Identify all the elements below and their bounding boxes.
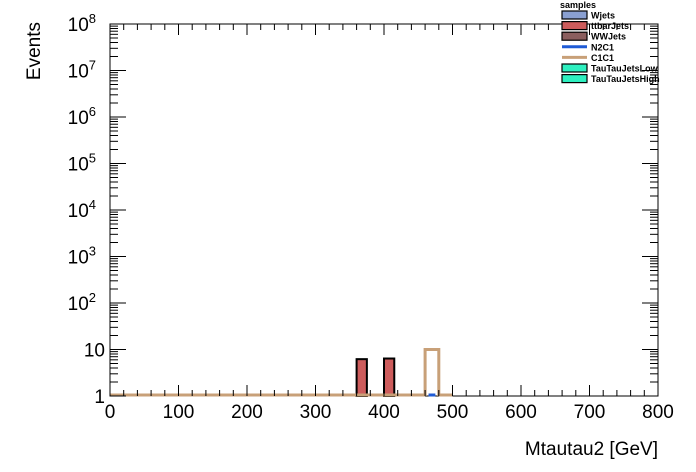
- legend-label-N2C1: N2C1: [591, 42, 614, 52]
- legend-swatch-WWJets: [561, 31, 588, 41]
- y-tick-label: 107: [68, 58, 96, 83]
- x-axis-ticks: 0 100 200 300 400 500 600 700 800: [105, 24, 674, 423]
- y-tick-label: 105: [68, 151, 96, 176]
- legend-label-Wjets: Wjets: [591, 11, 615, 21]
- x-tick-label: 500: [437, 402, 469, 423]
- x-tick-label: 700: [574, 402, 606, 423]
- y-axis-title: Events: [24, 22, 45, 80]
- x-axis-title: Mtautau2 [GeV]: [525, 439, 658, 460]
- y-tick-label: 1: [94, 387, 105, 408]
- x-tick-label: 600: [505, 402, 537, 423]
- y-tick-label: 104: [68, 197, 96, 222]
- x-tick-label: 200: [231, 402, 263, 423]
- legend-label-ttbarJets: ttbarJets: [591, 21, 629, 31]
- legend-label-WWJets: WWJets: [591, 32, 626, 42]
- histogram-bins: [110, 348, 453, 398]
- legend-label-C1C1: C1C1: [591, 53, 614, 63]
- x-tick-label: 400: [368, 402, 400, 423]
- legend-swatch-TauTauJetsHigh: [561, 73, 588, 84]
- legend-swatch-TauTauJetsLow: [561, 63, 588, 73]
- legend-title: samples: [560, 0, 596, 10]
- line-C1C1-1: [423, 348, 441, 396]
- y-tick-label: 106: [68, 104, 96, 129]
- legend: samples WjetsttbarJetsWWJetsN2C1C1C1TauT…: [560, 0, 660, 84]
- y-tick-label: 108: [68, 11, 96, 36]
- legend-label-TauTauJetsLow: TauTauJetsLow: [591, 64, 659, 74]
- y-tick-label: 103: [68, 244, 96, 269]
- legend-swatch-Wjets: [561, 10, 588, 20]
- y-tick-label: 102: [68, 290, 96, 315]
- x-tick-label: 800: [642, 402, 674, 423]
- legend-label-TauTauJetsHigh: TauTauJetsHigh: [591, 74, 660, 84]
- y-axis-ticks: 1 10 102 103 104 105 106 107 108: [68, 11, 658, 408]
- x-tick-label: 100: [163, 402, 195, 423]
- bar-ttbarJets-0: [355, 358, 368, 397]
- x-tick-label: 300: [300, 402, 332, 423]
- x-tick-label: 0: [105, 402, 116, 423]
- bar-ttbarJets-1: [383, 357, 396, 398]
- legend-swatch-ttbarJets: [561, 21, 588, 31]
- y-tick-label: 10: [84, 341, 105, 362]
